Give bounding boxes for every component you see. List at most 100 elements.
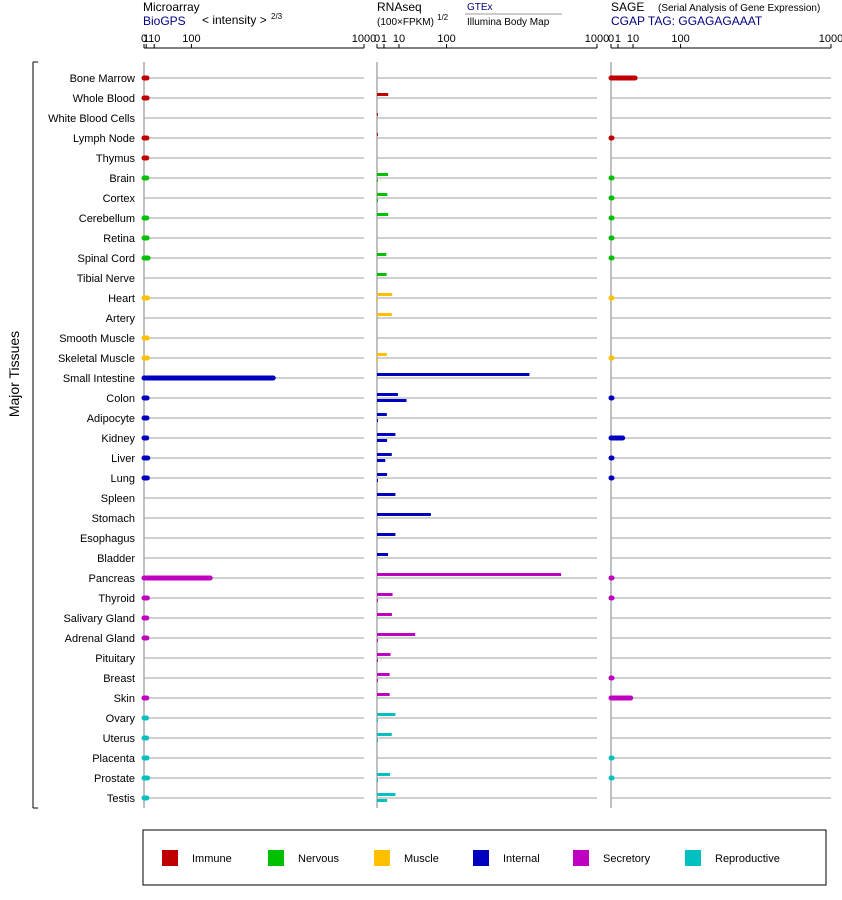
sage-tick-label: 1000: [819, 33, 842, 45]
rnaseq-bar-gtex: [377, 113, 378, 116]
group-label: Major Tissues: [6, 331, 22, 417]
microarray-tick-label: 1: [143, 33, 149, 45]
tissue-label: Smooth Muscle: [59, 333, 135, 345]
tissue-label: Breast: [103, 673, 135, 685]
rnaseq-bar-gtex: [377, 713, 396, 716]
tissue-label: Thymus: [96, 153, 136, 165]
rnaseq-bar-gtex: [377, 453, 392, 456]
rnaseq-tick-label: 1000: [585, 33, 609, 45]
rnaseq-bar-gtex: [377, 473, 388, 476]
tissue-label: Colon: [106, 393, 135, 405]
rnaseq-bar-gtex: [377, 593, 393, 596]
rnaseq-bar-gtex: [377, 653, 391, 656]
microarray-tick-label: 100: [182, 33, 200, 45]
rnaseq-bar-gtex: [377, 293, 393, 296]
legend-label-internal: Internal: [503, 853, 540, 865]
rnaseq-bar-gtex: [377, 673, 390, 676]
legend-label-muscle: Muscle: [404, 853, 439, 865]
tissue-label: Stomach: [92, 513, 135, 525]
legend-swatch-immune: [162, 850, 178, 866]
legend-swatch-reproductive: [685, 850, 701, 866]
tissue-label: Esophagus: [80, 533, 136, 545]
rnaseq-bar-illumina: [377, 599, 378, 602]
tissue-label: Brain: [109, 173, 135, 185]
rnaseq-bar-illumina: [377, 639, 378, 642]
legend-label-immune: Immune: [192, 853, 232, 865]
tissue-label: Lung: [111, 473, 135, 485]
microarray-title: Microarray: [143, 0, 200, 14]
tissue-label: Salivary Gland: [63, 613, 135, 625]
rnaseq-subtitle: (100×FPKM): [377, 17, 434, 28]
rnaseq-bar-gtex: [377, 213, 389, 216]
tissue-label: Pancreas: [89, 573, 136, 585]
rnaseq-bar-gtex: [377, 273, 387, 276]
tissue-label: Heart: [108, 293, 135, 305]
tissue-label: Pituitary: [95, 653, 135, 665]
tissue-label: Small Intestine: [63, 373, 135, 385]
tissue-label: Skin: [114, 693, 135, 705]
sage-tick-label: 1: [615, 33, 621, 45]
legend-label-secretory: Secretory: [603, 853, 651, 865]
rnaseq-bar-illumina: [377, 459, 386, 462]
tissue-label: Liver: [111, 453, 135, 465]
legend-swatch-internal: [473, 850, 489, 866]
rnaseq-bar-gtex: [377, 533, 396, 536]
rnaseq-bar-gtex: [377, 573, 562, 576]
tissue-label: Artery: [106, 313, 136, 325]
rnaseq-tick-label: 0: [374, 33, 380, 45]
rnaseq-bar-gtex: [377, 133, 378, 136]
rnaseq-bar-illumina: [377, 479, 378, 482]
microarray-subtitle: BioGPS: [143, 14, 186, 28]
rnaseq-tick-label: 10: [393, 33, 405, 45]
legend-swatch-nervous: [268, 850, 284, 866]
rnaseq-subtitle-exponent: 1/2: [437, 13, 449, 22]
rnaseq-title: RNAseq: [377, 0, 422, 14]
tissue-label: Placenta: [92, 753, 136, 765]
sage-tick-label: 10: [627, 33, 639, 45]
rnaseq-source-illumina: Illumina Body Map: [467, 17, 550, 28]
rnaseq-bar-gtex: [377, 313, 392, 316]
microarray-note: < intensity >: [202, 13, 267, 27]
rnaseq-bar-gtex: [377, 353, 387, 356]
rnaseq-bar-gtex: [377, 693, 390, 696]
microarray-tick-label: 0: [141, 33, 147, 45]
microarray-note-exponent: 2/3: [271, 12, 283, 21]
rnaseq-bar-gtex: [377, 173, 388, 176]
rnaseq-bar-gtex: [377, 93, 389, 96]
rnaseq-bar-illumina: [377, 779, 378, 782]
tissue-label: Testis: [107, 793, 136, 805]
rnaseq-bar-gtex: [377, 253, 387, 256]
tissue-label: White Blood Cells: [48, 113, 135, 125]
legend-label-reproductive: Reproductive: [715, 853, 780, 865]
legend-label-nervous: Nervous: [298, 853, 339, 865]
sage-title: SAGE: [611, 0, 644, 14]
rnaseq-tick-label: 100: [437, 33, 455, 45]
rnaseq-bar-illumina: [377, 399, 407, 402]
tissue-label: Adrenal Gland: [65, 633, 135, 645]
rnaseq-bar-gtex: [377, 553, 388, 556]
tissue-label: Retina: [103, 233, 136, 245]
rnaseq-bar-illumina: [377, 299, 378, 302]
rnaseq-bar-gtex: [377, 633, 416, 636]
rnaseq-bar-gtex: [377, 773, 391, 776]
rnaseq-bar-illumina: [377, 679, 378, 682]
tissue-label: Thyroid: [98, 593, 135, 605]
rnaseq-bar-illumina: [377, 799, 388, 802]
rnaseq-tick-label: 1: [381, 33, 387, 45]
rnaseq-bar-gtex: [377, 793, 396, 796]
rnaseq-bar-gtex: [377, 413, 387, 416]
rnaseq-bar-gtex: [377, 373, 530, 376]
sage-tick-label: 0: [608, 33, 614, 45]
rnaseq-bar-gtex: [377, 613, 392, 616]
tissue-label: Adipocyte: [87, 413, 135, 425]
tissue-label: Cortex: [103, 193, 136, 205]
rnaseq-bar-illumina: [377, 739, 378, 742]
tissue-label: Whole Blood: [73, 93, 135, 105]
sage-note: (Serial Analysis of Gene Expression): [658, 3, 820, 14]
microarray-tick-label: 1000: [352, 33, 376, 45]
rnaseq-bar-illumina: [377, 199, 378, 202]
tissue-label: Kidney: [101, 433, 135, 445]
rnaseq-bar-gtex: [377, 393, 398, 396]
microarray-tick-label: 10: [148, 33, 160, 45]
